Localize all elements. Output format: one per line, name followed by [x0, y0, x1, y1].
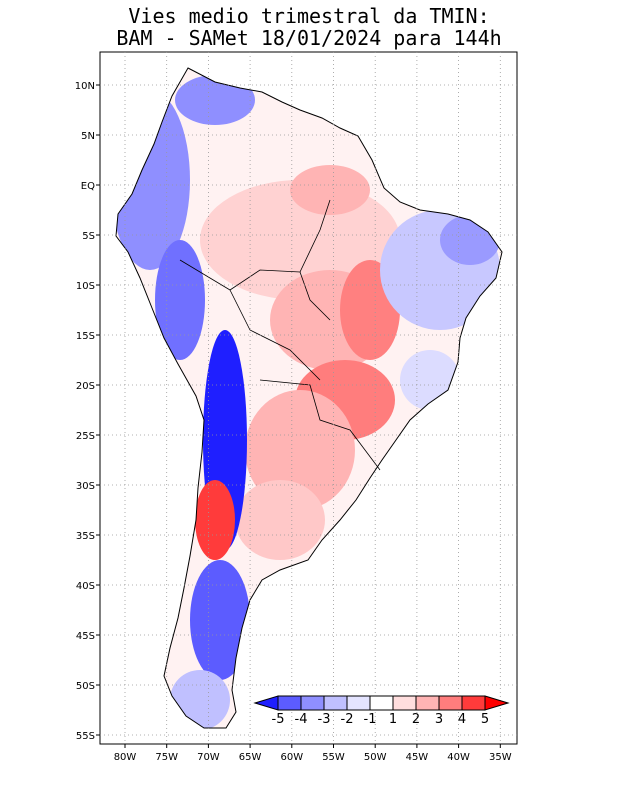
latitude-labels: 10N 5N EQ 5S 10S 15S 20S 25S 30S 35S 40S 45S 50S 55S — [75, 81, 100, 742]
country-borders — [179, 199, 381, 471]
colorbar-segment — [461, 695, 486, 711]
lat-label: 15S — [76, 331, 95, 342]
lon-label: 50W — [364, 752, 387, 763]
lon-label: 65W — [239, 752, 262, 763]
lon-label: 40W — [447, 752, 470, 763]
lon-label: 80W — [114, 752, 137, 763]
lat-label: 5N — [81, 131, 95, 142]
colorbar-label: -3 — [318, 712, 331, 727]
map-title-line2: BAM - SAMet 18/01/2024 para 144h — [116, 26, 502, 50]
colorbar-label: -2 — [341, 712, 354, 727]
lon-label: 60W — [280, 752, 303, 763]
colorbar-segment — [300, 695, 325, 711]
lon-label: 70W — [197, 752, 220, 763]
colorbar-label: 4 — [458, 712, 466, 727]
colorbar-segment — [369, 695, 394, 711]
colorbar-segment — [323, 695, 348, 711]
lat-label: EQ — [81, 181, 95, 192]
colorbar: -5 -4 -3 -2 -1 1 2 3 4 5 — [253, 695, 510, 727]
colorbar-label: 3 — [435, 712, 443, 727]
colorbar-label: -4 — [295, 712, 308, 727]
lat-label: 45S — [76, 631, 95, 642]
lat-label: 50S — [76, 681, 95, 692]
colorbar-segment — [346, 695, 371, 711]
lat-label: 55S — [76, 731, 95, 742]
colorbar-label: 1 — [389, 712, 397, 727]
lon-label: 55W — [322, 752, 345, 763]
colorbar-label: -1 — [364, 712, 377, 727]
lat-label: 5S — [82, 231, 95, 242]
colorbar-segment — [438, 695, 463, 711]
lat-label: 10S — [76, 281, 95, 292]
lon-label: 75W — [155, 752, 178, 763]
lat-label: 25S — [76, 431, 95, 442]
colorbar-label: 5 — [481, 712, 489, 727]
lat-label: 30S — [76, 481, 95, 492]
colorbar-label: -5 — [272, 712, 285, 727]
map-title-line1: Vies medio trimestral da TMIN: — [128, 4, 490, 28]
lat-label: 40S — [76, 581, 95, 592]
graticule — [100, 52, 517, 744]
lat-label: 35S — [76, 531, 95, 542]
colorbar-segment — [277, 695, 302, 711]
lon-label: 45W — [406, 752, 429, 763]
colorbar-label: 2 — [412, 712, 420, 727]
lat-label: 20S — [76, 381, 95, 392]
colorbar-high-arrow — [484, 695, 510, 711]
coastline — [115, 67, 503, 729]
lon-label: 35W — [489, 752, 512, 763]
colorbar-segment — [392, 695, 417, 711]
lat-label: 10N — [75, 81, 95, 92]
colorbar-segment — [415, 695, 440, 711]
longitude-labels: 80W 75W 70W 65W 60W 55W 50W 45W 40W 35W — [114, 744, 512, 763]
